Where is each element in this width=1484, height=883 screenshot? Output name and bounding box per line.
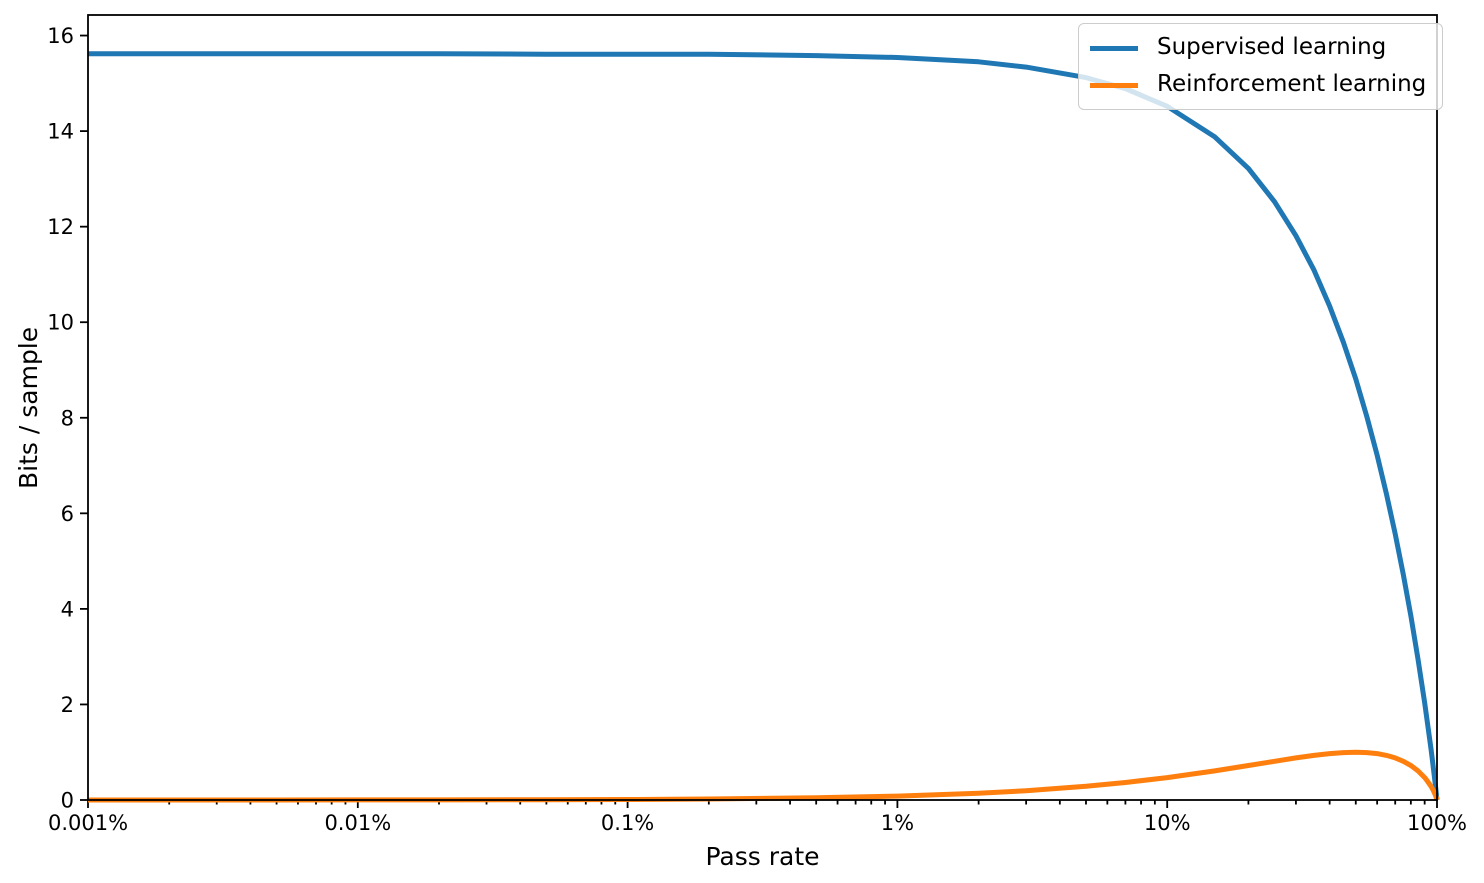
y-axis-label: Bits / sample <box>14 326 43 489</box>
y-tick-label: 0 <box>61 789 74 813</box>
legend-label-reinforcement: Reinforcement learning <box>1157 71 1427 98</box>
series-line-supervised-learning <box>88 51 1440 801</box>
axes-spines <box>87 14 1438 801</box>
legend-item-supervised: Supervised learning <box>1090 33 1426 63</box>
x-tick-label: 0.001% <box>48 811 128 835</box>
y-tick-label: 12 <box>47 215 74 239</box>
y-tick-label: 10 <box>47 311 74 335</box>
y-tick-label: 6 <box>61 502 74 526</box>
y-tick-label: 4 <box>61 597 74 621</box>
x-tick-label: 0.01% <box>324 811 391 835</box>
x-tick-label: 10% <box>1144 811 1191 835</box>
legend: Supervised learning Reinforcement learni… <box>1078 23 1444 110</box>
series-line-reinforcement-learning <box>88 749 1440 803</box>
legend-line-reinforcement-icon <box>1090 82 1138 88</box>
y-tick-label: 8 <box>61 406 74 430</box>
legend-line-supervised-icon <box>1090 45 1138 51</box>
y-tick-label: 16 <box>47 24 74 48</box>
y-tick-label: 14 <box>47 120 74 144</box>
legend-label-supervised: Supervised learning <box>1157 34 1387 61</box>
x-tick-label: 0.1% <box>601 811 654 835</box>
y-tick-label: 2 <box>61 693 74 717</box>
x-tick-label: 100% <box>1407 811 1467 835</box>
legend-item-reinforcement: Reinforcement learning <box>1090 70 1426 100</box>
x-tick-label: 1% <box>881 811 914 835</box>
x-axis-label: Pass rate <box>705 842 820 871</box>
